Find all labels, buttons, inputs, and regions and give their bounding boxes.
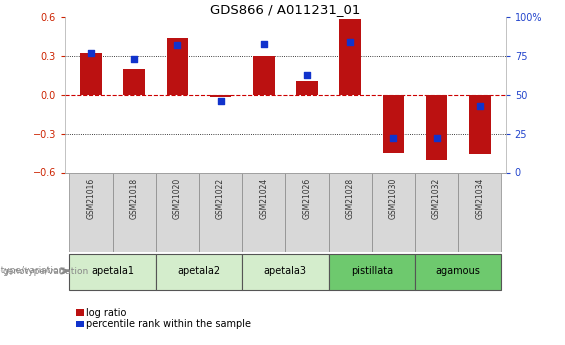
Text: GSM21032: GSM21032 xyxy=(432,178,441,219)
Bar xyxy=(156,254,242,289)
Point xyxy=(173,42,182,48)
Point xyxy=(432,136,441,141)
Bar xyxy=(296,81,318,95)
Bar xyxy=(242,172,285,252)
Text: genotype/variation: genotype/variation xyxy=(0,266,65,275)
Bar xyxy=(372,172,415,252)
Text: pistillata: pistillata xyxy=(351,266,393,276)
Bar xyxy=(458,172,501,252)
Title: GDS866 / A011231_01: GDS866 / A011231_01 xyxy=(210,3,360,16)
Point xyxy=(129,57,138,62)
Point xyxy=(259,41,268,46)
Bar xyxy=(383,95,404,153)
Bar xyxy=(112,172,156,252)
Text: apetala3: apetala3 xyxy=(264,266,307,276)
Bar xyxy=(69,254,156,289)
Bar xyxy=(242,254,328,289)
Point xyxy=(389,136,398,141)
Text: GSM21028: GSM21028 xyxy=(346,178,355,219)
Bar xyxy=(199,172,242,252)
Text: GSM21018: GSM21018 xyxy=(129,178,138,219)
Bar xyxy=(167,38,188,95)
Bar xyxy=(415,254,501,289)
Text: GSM21034: GSM21034 xyxy=(475,178,484,219)
Text: genotype/variation: genotype/variation xyxy=(3,267,89,276)
Text: percentile rank within the sample: percentile rank within the sample xyxy=(86,319,251,329)
Point xyxy=(302,72,311,78)
Text: apetala1: apetala1 xyxy=(91,266,134,276)
Bar xyxy=(426,95,447,159)
Bar xyxy=(328,254,415,289)
Bar xyxy=(469,95,490,155)
Bar xyxy=(415,172,458,252)
Text: log ratio: log ratio xyxy=(86,308,127,317)
Bar xyxy=(340,19,361,95)
Text: GSM21022: GSM21022 xyxy=(216,178,225,219)
Point xyxy=(86,50,95,56)
Text: apetala2: apetala2 xyxy=(177,266,220,276)
Bar xyxy=(253,56,275,95)
Point xyxy=(346,39,355,45)
Point xyxy=(216,98,225,104)
Bar xyxy=(80,53,102,95)
Bar xyxy=(156,172,199,252)
Text: agamous: agamous xyxy=(436,266,481,276)
Bar xyxy=(210,95,231,97)
Bar xyxy=(69,172,112,252)
Bar xyxy=(328,172,372,252)
Point xyxy=(475,103,484,108)
Text: GSM21024: GSM21024 xyxy=(259,178,268,219)
Text: GSM21016: GSM21016 xyxy=(86,178,95,219)
Bar xyxy=(285,172,328,252)
Text: GSM21030: GSM21030 xyxy=(389,178,398,219)
Text: GSM21020: GSM21020 xyxy=(173,178,182,219)
Text: GSM21026: GSM21026 xyxy=(302,178,311,219)
Bar xyxy=(123,69,145,95)
